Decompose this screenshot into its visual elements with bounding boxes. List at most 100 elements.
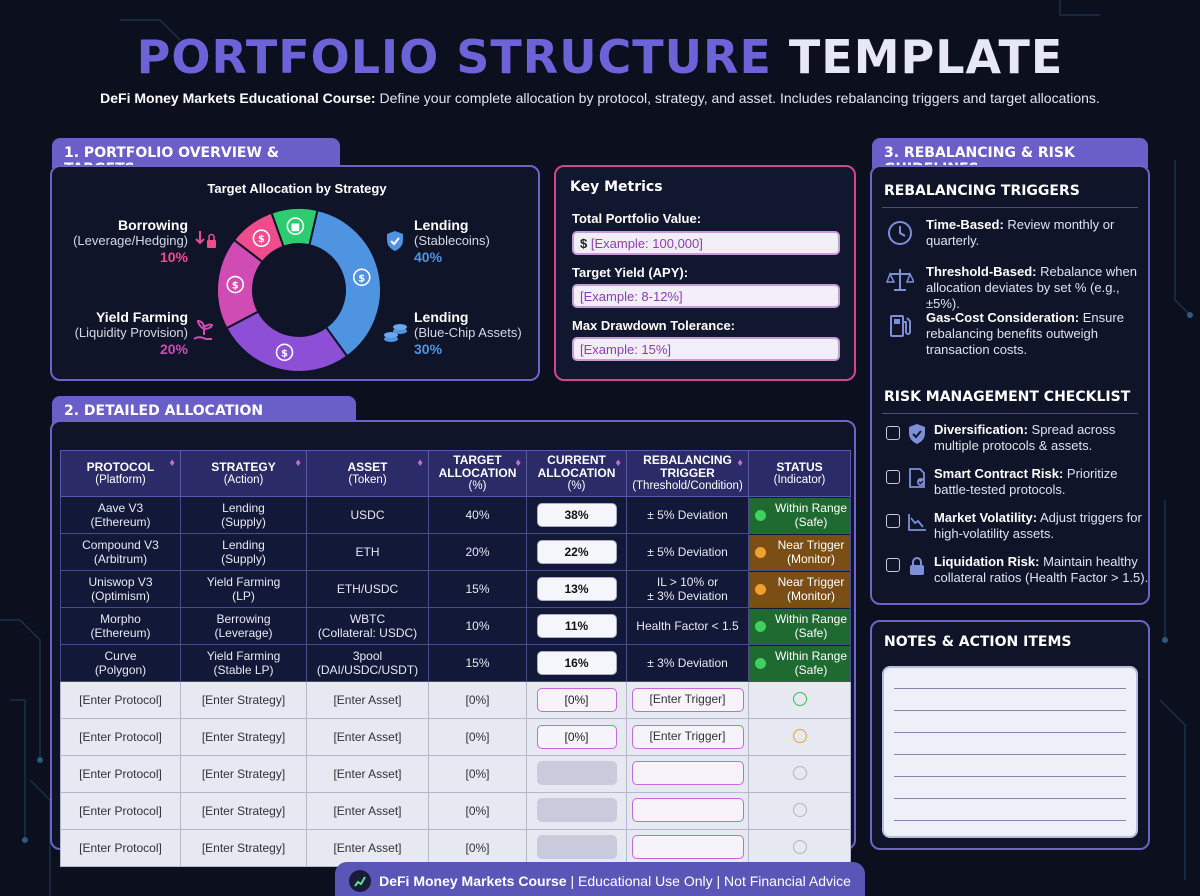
- cell-status: Within Range (Safe): [748, 496, 851, 534]
- cell-trigger: [626, 755, 749, 793]
- svg-text:$: $: [258, 234, 265, 245]
- current-allocation-input[interactable]: [536, 760, 617, 785]
- asset-input[interactable]: [Enter Asset]: [306, 792, 429, 830]
- asset-input[interactable]: [Enter Asset]: [306, 829, 429, 867]
- current-allocation-input[interactable]: [536, 834, 617, 859]
- trigger-input[interactable]: [Enter Trigger]: [631, 725, 744, 749]
- cell-current: [0%]: [526, 681, 627, 719]
- cell-target: 15%: [428, 644, 527, 682]
- current-allocation-input[interactable]: 38%: [536, 503, 617, 527]
- column-header[interactable]: PROTOCOL (Platform) ♦: [60, 450, 181, 497]
- status-ring-icon[interactable]: [792, 691, 807, 706]
- hand-coin-icon: $: [252, 229, 271, 248]
- cell-status: Near Trigger (Monitor): [748, 570, 851, 608]
- cell-strategy: Yield Farming (LP): [180, 570, 307, 608]
- rebalancing-panel: REBALANCING TRIGGERS Time-Based: Review …: [870, 165, 1150, 605]
- asset-input[interactable]: [Enter Asset]: [306, 681, 429, 719]
- table-row-empty: [Enter Protocol] [Enter Strategy] [Enter A…: [60, 681, 851, 719]
- checkbox[interactable]: [886, 514, 900, 528]
- clock-icon: [888, 221, 912, 245]
- status-ring-icon[interactable]: [792, 728, 807, 743]
- footer-bar: DeFi Money Markets Course | Educational …: [335, 862, 865, 896]
- checklist-liquidation-risk[interactable]: Liquidation Risk: Maintain healthy colla…: [886, 554, 1150, 586]
- checkbox[interactable]: [886, 558, 900, 572]
- current-allocation-input[interactable]: 16%: [536, 651, 617, 675]
- cell-current: [526, 755, 627, 793]
- protocol-input[interactable]: [Enter Protocol]: [60, 792, 181, 830]
- checkbox[interactable]: [886, 426, 900, 440]
- cell-asset: ETH: [306, 533, 429, 571]
- current-allocation-input[interactable]: 13%: [536, 577, 617, 601]
- checklist-diversification[interactable]: Diversification: Spread across multiple …: [886, 422, 1150, 454]
- target-input[interactable]: [0%]: [428, 792, 527, 830]
- cell-protocol: Morpho (Ethereum): [60, 607, 181, 645]
- total-portfolio-value-input[interactable]: $ [Example: 100,000]: [572, 231, 840, 255]
- sort-icon[interactable]: ♦: [295, 457, 301, 469]
- cell-current: 22%: [526, 533, 627, 571]
- target-input[interactable]: [0%]: [428, 829, 527, 867]
- status-ring-icon[interactable]: [792, 839, 807, 854]
- sort-icon[interactable]: ♦: [615, 457, 621, 469]
- trigger-input[interactable]: [631, 797, 744, 822]
- strategy-input[interactable]: [Enter Strategy]: [180, 755, 307, 793]
- protocol-input[interactable]: [Enter Protocol]: [60, 755, 181, 793]
- status-ring-icon[interactable]: [792, 765, 807, 780]
- status-ring-icon[interactable]: [792, 802, 807, 817]
- target-input[interactable]: [0%]: [428, 718, 527, 756]
- trigger-input[interactable]: [631, 760, 744, 785]
- current-allocation-input[interactable]: [536, 797, 617, 822]
- sort-icon[interactable]: ♦: [515, 457, 521, 469]
- sort-icon[interactable]: ♦: [169, 457, 175, 469]
- cell-protocol: Compound V3 (Arbitrum): [60, 533, 181, 571]
- current-allocation-input[interactable]: 22%: [536, 540, 617, 564]
- protocol-input[interactable]: [Enter Protocol]: [60, 681, 181, 719]
- table-row-empty: [Enter Protocol] [Enter Strategy] [Enter A…: [60, 718, 851, 756]
- cell-current: 11%: [526, 607, 627, 645]
- column-header[interactable]: TARGET ALLOCATION (%) ♦: [428, 450, 527, 497]
- column-header[interactable]: REBALANCING TRIGGER (Threshold/Condition)…: [626, 450, 749, 497]
- column-header[interactable]: ASSET (Token) ♦: [306, 450, 429, 497]
- asset-input[interactable]: [Enter Asset]: [306, 718, 429, 756]
- checklist-market-volatility[interactable]: Market Volatility: Adjust triggers for h…: [886, 510, 1150, 542]
- strategy-input[interactable]: [Enter Strategy]: [180, 792, 307, 830]
- checklist-smart-contract-risk[interactable]: Smart Contract Risk: Prioritize battle-t…: [886, 466, 1150, 498]
- cell-trigger: ± 5% Deviation: [626, 496, 749, 534]
- sort-icon[interactable]: ♦: [737, 457, 743, 469]
- trigger-input[interactable]: [631, 834, 744, 859]
- current-allocation-input[interactable]: 11%: [536, 614, 617, 638]
- course-logo-icon: [349, 870, 372, 892]
- notes-textarea[interactable]: [882, 666, 1138, 838]
- current-allocation-input[interactable]: [0%]: [536, 725, 617, 749]
- trigger-input[interactable]: [Enter Trigger]: [631, 688, 744, 712]
- strategy-input[interactable]: [Enter Strategy]: [180, 718, 307, 756]
- cell-protocol: Uniswop V3 (Optimism): [60, 570, 181, 608]
- cell-strategy: Yield Farming (Stable LP): [180, 644, 307, 682]
- status-dot: [755, 657, 766, 669]
- strategy-input[interactable]: [Enter Strategy]: [180, 681, 307, 719]
- target-input[interactable]: [0%]: [428, 681, 527, 719]
- status-dot: [755, 583, 766, 595]
- asset-input[interactable]: [Enter Asset]: [306, 755, 429, 793]
- checkbox[interactable]: [886, 470, 900, 484]
- target-yield-input[interactable]: [Example: 8-12%]: [572, 284, 840, 308]
- cell-status: [748, 755, 851, 793]
- max-drawdown-input[interactable]: [Example: 15%]: [572, 337, 840, 361]
- rebalancing-triggers-title: REBALANCING TRIGGERS: [884, 183, 1080, 199]
- table-row-empty: [Enter Protocol] [Enter Strategy] [Enter A…: [60, 755, 851, 793]
- column-header[interactable]: STRATEGY (Action) ♦: [180, 450, 307, 497]
- strategy-input[interactable]: [Enter Strategy]: [180, 829, 307, 867]
- column-header[interactable]: CURRENT ALLOCATION (%) ♦: [526, 450, 627, 497]
- cell-target: 40%: [428, 496, 527, 534]
- gas-pump-icon: [890, 315, 911, 337]
- svg-text:$: $: [281, 348, 288, 359]
- cell-protocol: Curve (Polygon): [60, 644, 181, 682]
- protocol-input[interactable]: [Enter Protocol]: [60, 718, 181, 756]
- current-allocation-input[interactable]: [0%]: [536, 688, 617, 712]
- sort-icon[interactable]: ♦: [417, 457, 423, 469]
- protocol-input[interactable]: [Enter Protocol]: [60, 829, 181, 867]
- column-header[interactable]: STATUS (Indicator): [748, 450, 851, 497]
- max-drawdown-label: Max Drawdown Tolerance:: [572, 318, 736, 333]
- scale-icon: [886, 269, 914, 291]
- target-input[interactable]: [0%]: [428, 755, 527, 793]
- cell-asset: USDC: [306, 496, 429, 534]
